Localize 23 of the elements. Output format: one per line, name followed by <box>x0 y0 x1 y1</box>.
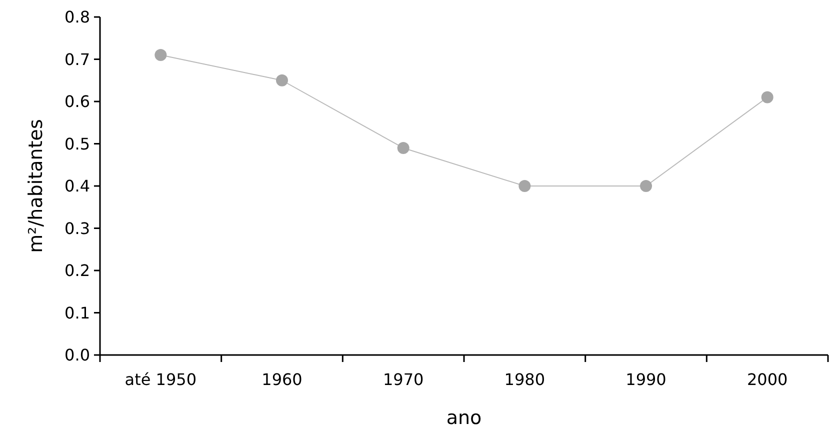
y-tick-label: 0.5 <box>64 134 90 154</box>
y-axis-title: m²/habitantes <box>25 119 47 253</box>
y-tick-label: 0.7 <box>64 50 90 69</box>
point <box>761 91 774 104</box>
y-tick-label: 0.4 <box>64 176 90 196</box>
x-tick-label: 1980 <box>504 370 546 389</box>
x-tick-label: 1990 <box>626 370 666 389</box>
point <box>518 180 531 192</box>
point <box>640 180 652 192</box>
y-tick-label: 0.3 <box>64 218 90 238</box>
x-tick-label: 1960 <box>262 370 302 389</box>
point <box>154 49 167 62</box>
x-axis-title: ano <box>446 407 482 426</box>
y-tick-label: 0.8 <box>64 8 90 27</box>
y-tick-label: 0.0 <box>64 346 90 365</box>
point <box>397 142 410 154</box>
x-tick-label: 2000 <box>746 370 788 389</box>
x-tick-label: até 1950 <box>124 370 197 389</box>
y-tick-label: 0.1 <box>64 303 90 322</box>
y-tick-label: 0.6 <box>64 92 90 112</box>
point <box>276 74 288 86</box>
y-tick-label: 0.2 <box>64 261 90 280</box>
x-tick-label: 1970 <box>382 370 424 389</box>
